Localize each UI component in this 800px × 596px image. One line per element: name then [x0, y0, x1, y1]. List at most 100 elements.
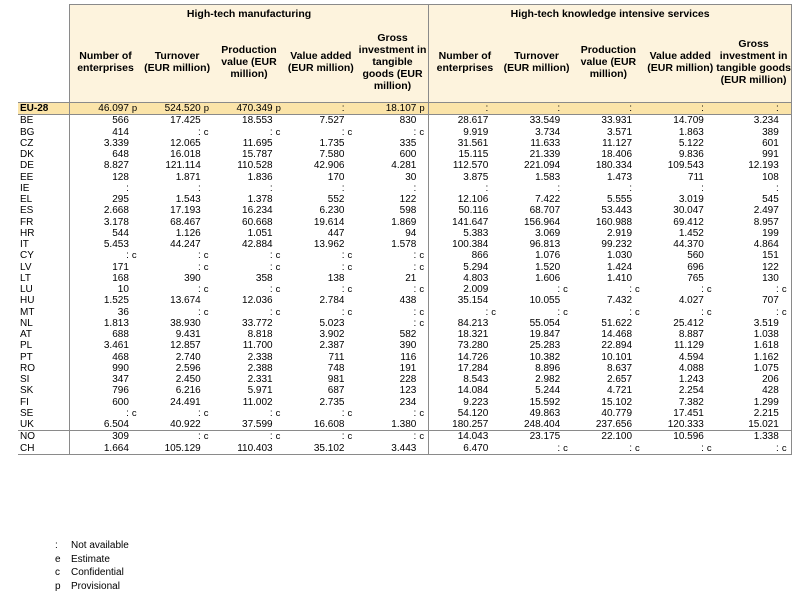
table-row: EL 295 1.543 1.378 552 122 12.106 7.422 5.555 3.0… — [18, 194, 792, 206]
cell-flag — [560, 127, 572, 138]
cell-flag — [778, 216, 792, 228]
cell-value: 15.115 — [428, 149, 489, 161]
cell-value: 601 — [762, 137, 779, 149]
column-header: Production value (EUR million) — [572, 22, 645, 103]
row-label: FR — [20, 216, 34, 228]
cell-flag — [201, 228, 213, 239]
cell-value: 981 — [327, 374, 345, 386]
cell-value: 14.043 — [428, 430, 489, 443]
cell-value: : — [413, 182, 417, 194]
legend-text: Provisional — [71, 580, 120, 592]
cell-value: 151 — [762, 250, 779, 262]
cell-value: 50.116 — [428, 205, 489, 217]
cell-flag — [560, 430, 573, 443]
cell-value: 335 — [399, 137, 417, 149]
cell-flag — [416, 138, 428, 149]
cell-flag — [560, 149, 572, 160]
cell-flag — [704, 397, 716, 408]
legend-symbol: : — [55, 540, 58, 551]
cell-flag — [488, 194, 500, 205]
cell-flag — [129, 262, 141, 273]
cell-value: : — [341, 250, 345, 262]
cell-value: 1.583 — [535, 171, 561, 183]
cell-flag — [201, 138, 213, 149]
cell-value: 120.333 — [667, 419, 704, 431]
cell-value: 796 — [68, 385, 129, 397]
cell-flag — [632, 273, 644, 284]
cell-value: : — [413, 317, 417, 329]
cell-flag — [344, 183, 356, 194]
row-label: LU — [20, 284, 33, 296]
cell-flag — [704, 194, 716, 205]
cell-value: 8.827 — [68, 160, 129, 172]
cell-flag — [344, 318, 356, 329]
cell-flag — [416, 160, 428, 171]
cell-value: 100.384 — [428, 239, 489, 251]
cell-flag — [488, 127, 500, 138]
cell-flag — [704, 239, 716, 250]
cell-flag — [488, 419, 500, 431]
cell-value: : — [413, 407, 417, 419]
cell-flag — [488, 262, 500, 273]
cell-value: 8.957 — [753, 216, 779, 228]
high-tech-statistics-table: High-tech manufacturing High-tech knowle… — [18, 4, 793, 455]
cell-value: : — [197, 126, 201, 138]
cell-value: : — [341, 126, 345, 138]
cell-value: : — [341, 306, 345, 318]
cell-value: 141.647 — [428, 216, 489, 228]
cell-flag — [560, 385, 572, 396]
cell-flag — [201, 352, 213, 363]
cell-flag — [778, 430, 792, 443]
cell-value: 37.599 — [242, 419, 273, 431]
cell-flag — [704, 340, 716, 351]
cell-flag — [560, 408, 572, 419]
cell-value: : — [428, 101, 489, 115]
cell-value: : — [341, 261, 345, 273]
cell-flag — [344, 138, 356, 149]
cell-flag — [416, 114, 429, 127]
cell-value: 1.664 — [68, 442, 129, 455]
cell-flag — [560, 419, 572, 431]
cell-value: 687 — [327, 385, 345, 397]
cell-flag — [632, 101, 645, 115]
cell-flag — [129, 329, 141, 340]
cell-value: 2.497 — [753, 205, 779, 217]
cell-flag — [488, 329, 500, 340]
row-label: AT — [20, 329, 33, 341]
cell-flag — [560, 363, 572, 374]
cell-value: : — [572, 442, 633, 455]
cell-value: : — [284, 430, 345, 443]
cell-flag — [416, 228, 428, 239]
cell-flag — [560, 374, 572, 385]
cell-value: 40.922 — [170, 419, 201, 431]
cell-flag — [488, 101, 501, 115]
cell-value: 156.964 — [524, 216, 561, 228]
cell-value: 358 — [255, 272, 273, 284]
cell-value: 1.378 — [247, 194, 273, 206]
table-row: RO 990 2.596 2.388 748 191 17.284 8.896 8.637 4.0… — [18, 362, 792, 374]
cell-value: 10 — [68, 284, 129, 296]
cell-value: 2.596 — [175, 362, 201, 374]
cell-flag — [273, 239, 285, 250]
table-row: FR 3.178 68.467 60.668 19.614 1.869 141.647 156… — [18, 216, 792, 228]
table-row: HU 1.525 13.674 12.036 2.784 438 35.154 10.055 7… — [18, 295, 792, 307]
cell-value: 30.047 — [673, 205, 704, 217]
table-row: NL 1.813 38.930 33.772 5.023: c 84.213 55.054 51… — [18, 317, 792, 329]
row-label: PT — [20, 351, 33, 363]
cell-flag — [778, 261, 792, 273]
column-header: Gross investment in tangible goods (EUR … — [716, 22, 793, 103]
cell-value: 2.331 — [247, 374, 273, 386]
cell-flag: c — [200, 430, 214, 443]
cell-value: : — [557, 284, 561, 296]
cell-flag — [273, 329, 285, 340]
cell-value: : — [629, 182, 633, 194]
cell-flag: c — [419, 250, 425, 262]
cell-value: : — [68, 407, 129, 419]
cell-value: 711 — [328, 351, 345, 363]
cell-flag — [273, 138, 285, 149]
cell-value: 18.321 — [428, 329, 489, 341]
cell-flag — [632, 149, 644, 160]
cell-value: 1.299 — [753, 396, 779, 408]
cell-value: 84.213 — [428, 317, 489, 329]
cell-flag — [273, 318, 285, 329]
